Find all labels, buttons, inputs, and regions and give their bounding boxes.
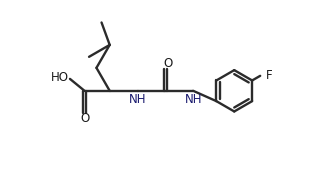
Text: O: O [163, 57, 173, 70]
Text: HO: HO [51, 71, 69, 84]
Text: NH: NH [129, 93, 147, 106]
Text: O: O [80, 112, 89, 125]
Text: NH: NH [185, 93, 203, 106]
Text: F: F [266, 69, 272, 82]
